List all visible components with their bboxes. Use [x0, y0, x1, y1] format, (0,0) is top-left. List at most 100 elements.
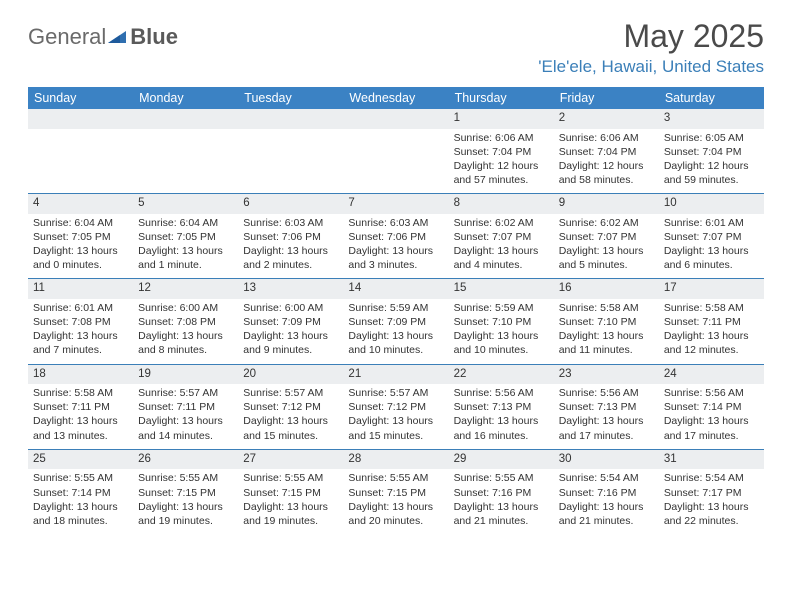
daylight-text: Daylight: 13 hours and 11 minutes. [559, 329, 654, 357]
daylight-text: Daylight: 13 hours and 3 minutes. [348, 244, 443, 272]
daylight-text: Daylight: 13 hours and 19 minutes. [243, 500, 338, 528]
day-header: Wednesday [343, 87, 448, 109]
day-body [28, 129, 133, 137]
day-cell: 13Sunrise: 6:00 AMSunset: 7:09 PMDayligh… [238, 278, 343, 363]
day-body: Sunrise: 6:00 AMSunset: 7:08 PMDaylight:… [133, 299, 238, 364]
day-cell [133, 109, 238, 193]
day-body: Sunrise: 5:55 AMSunset: 7:15 PMDaylight:… [343, 469, 448, 534]
day-number: 17 [659, 278, 764, 299]
day-number: 21 [343, 364, 448, 385]
day-number: 20 [238, 364, 343, 385]
day-number: 22 [449, 364, 554, 385]
day-number: 18 [28, 364, 133, 385]
day-number: 28 [343, 449, 448, 470]
title-block: May 2025 'Ele'ele, Hawaii, United States [538, 18, 764, 77]
daylight-text: Daylight: 13 hours and 19 minutes. [138, 500, 233, 528]
sunset-text: Sunset: 7:16 PM [454, 486, 549, 500]
daylight-text: Daylight: 12 hours and 58 minutes. [559, 159, 654, 187]
day-number: 19 [133, 364, 238, 385]
daylight-text: Daylight: 13 hours and 9 minutes. [243, 329, 338, 357]
daylight-text: Daylight: 13 hours and 5 minutes. [559, 244, 654, 272]
location: 'Ele'ele, Hawaii, United States [538, 57, 764, 77]
daylight-text: Daylight: 12 hours and 59 minutes. [664, 159, 759, 187]
day-header: Sunday [28, 87, 133, 109]
day-cell: 9Sunrise: 6:02 AMSunset: 7:07 PMDaylight… [554, 193, 659, 278]
day-body: Sunrise: 6:00 AMSunset: 7:09 PMDaylight:… [238, 299, 343, 364]
sunset-text: Sunset: 7:09 PM [243, 315, 338, 329]
sunset-text: Sunset: 7:06 PM [348, 230, 443, 244]
day-cell: 26Sunrise: 5:55 AMSunset: 7:15 PMDayligh… [133, 449, 238, 534]
day-number [343, 109, 448, 129]
daylight-text: Daylight: 13 hours and 21 minutes. [454, 500, 549, 528]
sunset-text: Sunset: 7:06 PM [243, 230, 338, 244]
day-number [133, 109, 238, 129]
sunrise-text: Sunrise: 5:58 AM [33, 386, 128, 400]
day-cell: 17Sunrise: 5:58 AMSunset: 7:11 PMDayligh… [659, 278, 764, 363]
day-cell: 23Sunrise: 5:56 AMSunset: 7:13 PMDayligh… [554, 364, 659, 449]
day-body: Sunrise: 5:54 AMSunset: 7:16 PMDaylight:… [554, 469, 659, 534]
week-row: 1Sunrise: 6:06 AMSunset: 7:04 PMDaylight… [28, 109, 764, 193]
daylight-text: Daylight: 13 hours and 16 minutes. [454, 414, 549, 442]
logo-part1: General [28, 24, 106, 49]
sunrise-text: Sunrise: 6:02 AM [454, 216, 549, 230]
sunset-text: Sunset: 7:04 PM [559, 145, 654, 159]
week-row: 4Sunrise: 6:04 AMSunset: 7:05 PMDaylight… [28, 193, 764, 278]
sunset-text: Sunset: 7:07 PM [559, 230, 654, 244]
day-cell: 3Sunrise: 6:05 AMSunset: 7:04 PMDaylight… [659, 109, 764, 193]
day-body: Sunrise: 5:55 AMSunset: 7:15 PMDaylight:… [133, 469, 238, 534]
day-number: 6 [238, 193, 343, 214]
logo: General Blue [28, 24, 178, 50]
daylight-text: Daylight: 13 hours and 17 minutes. [664, 414, 759, 442]
day-header: Saturday [659, 87, 764, 109]
daylight-text: Daylight: 13 hours and 0 minutes. [33, 244, 128, 272]
sunset-text: Sunset: 7:07 PM [664, 230, 759, 244]
daylight-text: Daylight: 13 hours and 2 minutes. [243, 244, 338, 272]
day-body: Sunrise: 6:01 AMSunset: 7:08 PMDaylight:… [28, 299, 133, 364]
daylight-text: Daylight: 13 hours and 15 minutes. [348, 414, 443, 442]
day-cell: 21Sunrise: 5:57 AMSunset: 7:12 PMDayligh… [343, 364, 448, 449]
sunset-text: Sunset: 7:11 PM [138, 400, 233, 414]
sunrise-text: Sunrise: 6:00 AM [138, 301, 233, 315]
sunset-text: Sunset: 7:12 PM [348, 400, 443, 414]
daylight-text: Daylight: 13 hours and 14 minutes. [138, 414, 233, 442]
sunset-text: Sunset: 7:15 PM [138, 486, 233, 500]
daylight-text: Daylight: 13 hours and 7 minutes. [33, 329, 128, 357]
sunrise-text: Sunrise: 6:03 AM [348, 216, 443, 230]
logo-text: General [28, 24, 106, 50]
daylight-text: Daylight: 13 hours and 6 minutes. [664, 244, 759, 272]
sunset-text: Sunset: 7:16 PM [559, 486, 654, 500]
day-body: Sunrise: 5:54 AMSunset: 7:17 PMDaylight:… [659, 469, 764, 534]
day-body [238, 129, 343, 137]
day-cell: 29Sunrise: 5:55 AMSunset: 7:16 PMDayligh… [449, 449, 554, 534]
day-cell: 11Sunrise: 6:01 AMSunset: 7:08 PMDayligh… [28, 278, 133, 363]
day-body: Sunrise: 5:55 AMSunset: 7:15 PMDaylight:… [238, 469, 343, 534]
sunrise-text: Sunrise: 5:55 AM [454, 471, 549, 485]
daylight-text: Daylight: 13 hours and 10 minutes. [454, 329, 549, 357]
sunset-text: Sunset: 7:04 PM [454, 145, 549, 159]
daylight-text: Daylight: 13 hours and 13 minutes. [33, 414, 128, 442]
day-number: 24 [659, 364, 764, 385]
flag-icon [108, 29, 128, 45]
sunset-text: Sunset: 7:11 PM [33, 400, 128, 414]
sunrise-text: Sunrise: 5:56 AM [559, 386, 654, 400]
day-cell: 12Sunrise: 6:00 AMSunset: 7:08 PMDayligh… [133, 278, 238, 363]
day-header: Monday [133, 87, 238, 109]
sunrise-text: Sunrise: 6:00 AM [243, 301, 338, 315]
sunset-text: Sunset: 7:09 PM [348, 315, 443, 329]
day-body: Sunrise: 5:55 AMSunset: 7:16 PMDaylight:… [449, 469, 554, 534]
day-number: 26 [133, 449, 238, 470]
day-body: Sunrise: 5:56 AMSunset: 7:13 PMDaylight:… [449, 384, 554, 449]
sunrise-text: Sunrise: 5:58 AM [559, 301, 654, 315]
week-row: 18Sunrise: 5:58 AMSunset: 7:11 PMDayligh… [28, 364, 764, 449]
sunset-text: Sunset: 7:10 PM [559, 315, 654, 329]
day-number: 7 [343, 193, 448, 214]
daylight-text: Daylight: 13 hours and 20 minutes. [348, 500, 443, 528]
week-row: 25Sunrise: 5:55 AMSunset: 7:14 PMDayligh… [28, 449, 764, 534]
day-number: 29 [449, 449, 554, 470]
day-number: 27 [238, 449, 343, 470]
day-number: 23 [554, 364, 659, 385]
sunrise-text: Sunrise: 6:01 AM [664, 216, 759, 230]
daylight-text: Daylight: 13 hours and 17 minutes. [559, 414, 654, 442]
day-number: 16 [554, 278, 659, 299]
day-cell: 14Sunrise: 5:59 AMSunset: 7:09 PMDayligh… [343, 278, 448, 363]
